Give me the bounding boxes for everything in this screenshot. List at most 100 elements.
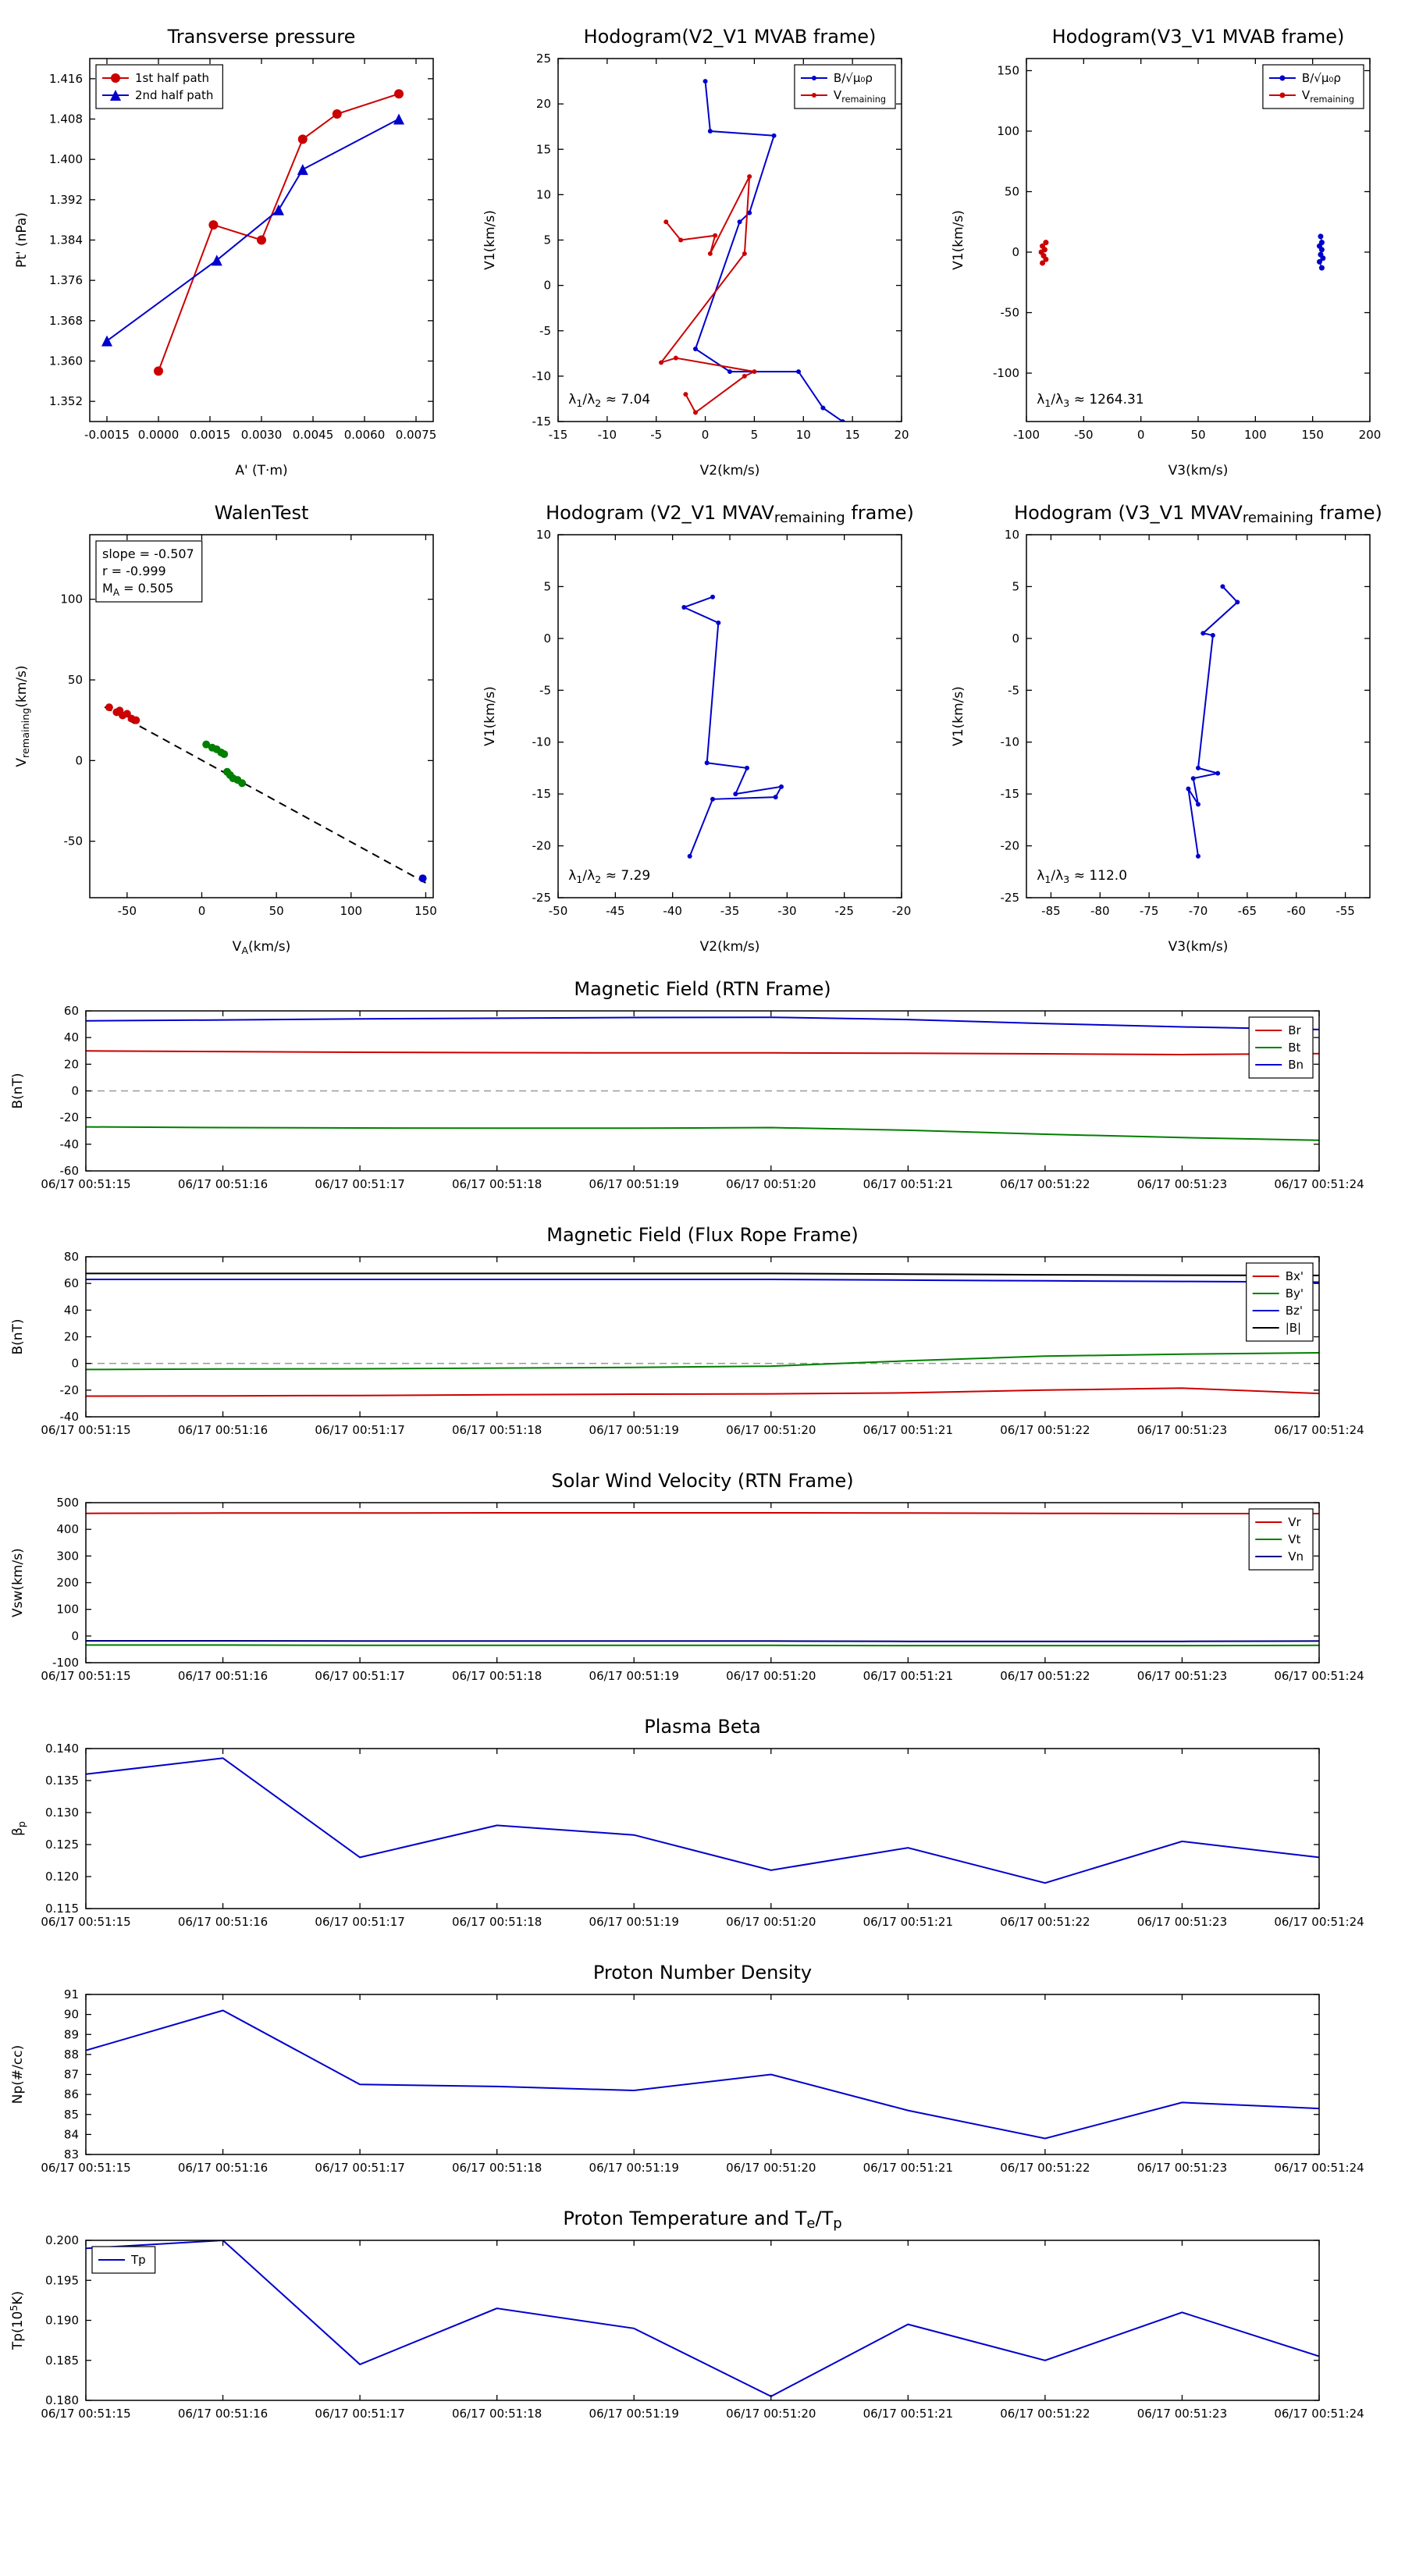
svg-text:86: 86: [64, 2087, 79, 2101]
svg-text:0.0060: 0.0060: [344, 428, 386, 442]
chart-svg: Solar Wind Velocity (RTN Frame) 06/17 00:…: [10, 1470, 1364, 1683]
svg-text:150: 150: [997, 64, 1019, 78]
svg-text:-40: -40: [663, 904, 682, 918]
svg-text:06/17 00:51:24: 06/17 00:51:24: [1274, 2161, 1364, 2175]
panel-proton-density: Proton Number Density 06/17 00:51:15 06/17…: [0, 1959, 1405, 2201]
svg-text:06/17 00:51:21: 06/17 00:51:21: [863, 2161, 953, 2175]
svg-text:Hodogram(V2_V1 MVAB frame): Hodogram(V2_V1 MVAB frame): [584, 26, 877, 48]
chart-svg: Hodogram(V3_V1 MVAB frame) -100 -50 0 50 100 1…: [951, 26, 1381, 479]
svg-text:06/17 00:51:19: 06/17 00:51:19: [589, 1177, 679, 1191]
svg-text:06/17 00:51:20: 06/17 00:51:20: [726, 2407, 816, 2421]
svg-text:06/17 00:51:20: 06/17 00:51:20: [726, 1669, 816, 1683]
svg-text:0.190: 0.190: [45, 2314, 79, 2328]
svg-text:06/17 00:51:16: 06/17 00:51:16: [178, 2407, 268, 2421]
svg-text:Vr: Vr: [1288, 1515, 1301, 1529]
svg-text:1.360: 1.360: [49, 354, 83, 368]
svg-text:100: 100: [56, 1603, 79, 1617]
svg-text:0.125: 0.125: [45, 1838, 79, 1852]
svg-text:80: 80: [64, 1250, 79, 1264]
svg-text:-75: -75: [1140, 904, 1159, 918]
svg-text:89: 89: [64, 2027, 79, 2041]
svg-text:-10: -10: [598, 428, 617, 442]
svg-text:βp: βp: [10, 1821, 28, 1836]
svg-text:-5: -5: [1008, 683, 1019, 697]
svg-text:06/17 00:51:16: 06/17 00:51:16: [178, 1423, 268, 1437]
svg-text:0: 0: [543, 632, 551, 646]
svg-text:-25: -25: [1001, 891, 1020, 905]
svg-text:Vremaining: Vremaining: [834, 88, 886, 105]
svg-text:Hodogram (V2_V1 MVAVremaining: Hodogram (V2_V1 MVAVremaining frame): [546, 502, 914, 526]
svg-text:150: 150: [1301, 428, 1324, 442]
svg-text:-100: -100: [52, 1656, 79, 1670]
svg-text:100: 100: [1244, 428, 1267, 442]
chart-svg: WalenTest -50 0 50 100 150 -50 0 50 100 VA(km/s) Vr…: [14, 502, 437, 957]
svg-text:06/17 00:51:22: 06/17 00:51:22: [1000, 1423, 1090, 1437]
svg-text:-10: -10: [532, 369, 552, 383]
svg-text:0.135: 0.135: [45, 1774, 79, 1788]
svg-text:B(nT): B(nT): [10, 1318, 26, 1354]
chart-svg: Plasma Beta 06/17 00:51:15 06/17 00:51:16 0…: [10, 1716, 1364, 1929]
svg-text:60: 60: [64, 1004, 79, 1018]
svg-text:10: 10: [796, 428, 811, 442]
chart-svg: Hodogram(V2_V1 MVAB frame) -15 -10 -5 0 5 10 15…: [482, 26, 909, 479]
svg-text:06/17 00:51:16: 06/17 00:51:16: [178, 1177, 268, 1191]
svg-text:Vn: Vn: [1288, 1550, 1304, 1564]
svg-text:2nd half path: 2nd half path: [135, 88, 213, 102]
svg-text:0.130: 0.130: [45, 1806, 79, 1820]
svg-text:06/17 00:51:18: 06/17 00:51:18: [452, 1669, 542, 1683]
svg-text:-5: -5: [539, 324, 551, 338]
svg-text:1.392: 1.392: [49, 193, 83, 207]
svg-text:100: 100: [997, 124, 1019, 138]
svg-text:06/17 00:51:24: 06/17 00:51:24: [1274, 1177, 1364, 1191]
svg-text:Np(#/cc): Np(#/cc): [10, 2045, 26, 2104]
svg-text:Br: Br: [1288, 1023, 1301, 1037]
svg-text:V3(km/s): V3(km/s): [1168, 939, 1229, 955]
svg-text:06/17 00:51:20: 06/17 00:51:20: [726, 2161, 816, 2175]
svg-text:06/17 00:51:22: 06/17 00:51:22: [1000, 2161, 1090, 2175]
svg-text:83: 83: [64, 2147, 79, 2161]
svg-text:Solar Wind Velocity (RTN Frame: Solar Wind Velocity (RTN Frame): [551, 1470, 853, 1492]
svg-text:06/17 00:51:24: 06/17 00:51:24: [1274, 1669, 1364, 1683]
svg-text:06/17 00:51:22: 06/17 00:51:22: [1000, 1669, 1090, 1683]
svg-text:Bt: Bt: [1288, 1041, 1300, 1055]
svg-text:Bx': Bx': [1286, 1269, 1304, 1283]
svg-text:-40: -40: [60, 1137, 80, 1151]
svg-text:-20: -20: [60, 1383, 80, 1397]
svg-text:20: 20: [536, 97, 551, 111]
svg-text:20: 20: [64, 1330, 79, 1344]
svg-text:60: 60: [64, 1276, 79, 1290]
chart-svg: Proton Number Density 06/17 00:51:15 06/17…: [10, 1962, 1364, 2175]
svg-text:300: 300: [56, 1549, 79, 1563]
svg-text:0.185: 0.185: [45, 2354, 79, 2368]
svg-text:Vremaining(km/s): Vremaining(km/s): [14, 665, 32, 767]
svg-text:-45: -45: [606, 904, 625, 918]
svg-text:50: 50: [1005, 185, 1019, 199]
svg-text:06/17 00:51:24: 06/17 00:51:24: [1274, 1423, 1364, 1437]
svg-text:10: 10: [536, 187, 551, 201]
svg-text:V1(km/s): V1(km/s): [482, 686, 498, 746]
svg-text:40: 40: [64, 1303, 79, 1317]
svg-text:06/17 00:51:15: 06/17 00:51:15: [41, 1177, 130, 1191]
chart-svg: Proton Temperature and Te/Tp 06/17 00:51:…: [9, 2208, 1364, 2421]
svg-text:06/17 00:51:15: 06/17 00:51:15: [41, 1669, 130, 1683]
svg-text:06/17 00:51:19: 06/17 00:51:19: [589, 1669, 679, 1683]
svg-text:-15: -15: [532, 415, 552, 429]
svg-text:0.0015: 0.0015: [190, 428, 231, 442]
svg-text:91: 91: [64, 1987, 79, 2001]
svg-text:06/17 00:51:19: 06/17 00:51:19: [589, 2161, 679, 2175]
svg-text:06/17 00:51:16: 06/17 00:51:16: [178, 1669, 268, 1683]
svg-text:06/17 00:51:16: 06/17 00:51:16: [178, 1915, 268, 1929]
svg-text:15: 15: [845, 428, 860, 442]
svg-text:0.200: 0.200: [45, 2233, 79, 2247]
svg-text:B/√μ₀ρ: B/√μ₀ρ: [834, 71, 873, 85]
svg-text:85: 85: [64, 2108, 79, 2122]
svg-text:V2(km/s): V2(km/s): [700, 463, 760, 479]
svg-text:0.0000: 0.0000: [138, 428, 180, 442]
svg-text:06/17 00:51:17: 06/17 00:51:17: [315, 2161, 404, 2175]
svg-text:90: 90: [64, 2008, 79, 2022]
svg-text:-100: -100: [1013, 428, 1040, 442]
svg-text:-25: -25: [834, 904, 854, 918]
svg-text:-50: -50: [1001, 306, 1020, 320]
svg-text:-0.0015: -0.0015: [84, 428, 130, 442]
svg-text:λ1/λ3 ≈ 1264.31: λ1/λ3 ≈ 1264.31: [1037, 392, 1144, 410]
